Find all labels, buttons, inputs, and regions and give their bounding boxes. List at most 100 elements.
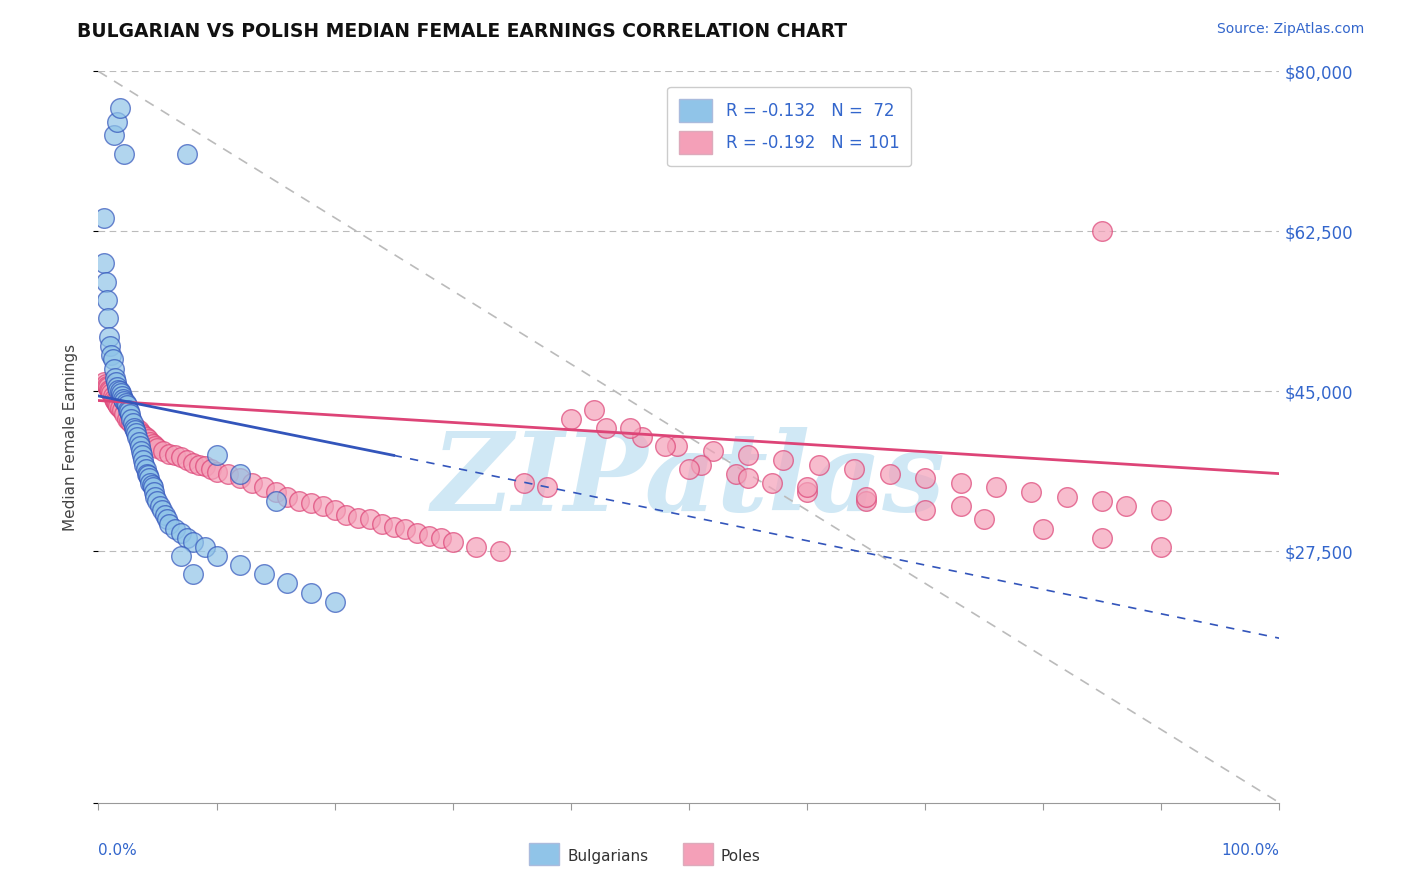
Point — [142, 484, 165, 499]
Point — [1150, 540, 1173, 554]
Point — [914, 503, 936, 517]
Point — [142, 437, 165, 451]
Point — [153, 508, 176, 522]
Point — [984, 480, 1007, 494]
Point — [98, 329, 121, 343]
Point — [796, 480, 818, 494]
Point — [205, 448, 228, 462]
Point — [689, 458, 711, 472]
Point — [96, 379, 118, 393]
Point — [855, 494, 877, 508]
Point — [101, 389, 124, 403]
Point — [312, 499, 335, 513]
Point — [264, 494, 287, 508]
Point — [176, 146, 198, 161]
Point — [1032, 521, 1054, 535]
Point — [737, 471, 759, 485]
Point — [94, 275, 117, 289]
Point — [170, 450, 193, 465]
Y-axis label: Median Female Earnings: Median Female Earnings — [63, 343, 77, 531]
Point — [1150, 503, 1173, 517]
Point — [139, 475, 162, 490]
Point — [630, 430, 652, 444]
Point — [973, 512, 995, 526]
Point — [103, 128, 125, 143]
Point — [382, 519, 405, 533]
Point — [98, 338, 121, 352]
Point — [114, 396, 136, 410]
Point — [105, 375, 128, 389]
Point — [299, 585, 322, 599]
Point — [1115, 499, 1137, 513]
Point — [146, 494, 169, 508]
Point — [157, 446, 180, 460]
Point — [276, 576, 298, 591]
Point — [120, 407, 142, 421]
Point — [335, 508, 357, 522]
Point — [465, 540, 488, 554]
Text: Bulgarians: Bulgarians — [567, 848, 648, 863]
Point — [1021, 484, 1043, 499]
Point — [725, 467, 748, 481]
Point — [181, 535, 204, 549]
Text: 0.0%: 0.0% — [98, 843, 138, 858]
Point — [118, 414, 141, 428]
Point — [583, 402, 606, 417]
Point — [536, 480, 558, 494]
Point — [512, 475, 534, 490]
Point — [128, 423, 150, 437]
Point — [1091, 494, 1114, 508]
Point — [139, 434, 162, 449]
Point — [187, 458, 209, 472]
Point — [121, 417, 143, 431]
Point — [132, 428, 155, 442]
Point — [97, 311, 120, 326]
Point — [115, 398, 138, 412]
Point — [253, 567, 276, 582]
Point — [146, 441, 169, 455]
Point — [128, 434, 150, 449]
Text: Source: ZipAtlas.com: Source: ZipAtlas.com — [1216, 22, 1364, 37]
Point — [1056, 490, 1078, 504]
Point — [108, 401, 131, 415]
Point — [430, 531, 453, 545]
Point — [94, 377, 117, 392]
Point — [112, 146, 135, 161]
Point — [595, 421, 617, 435]
Point — [98, 383, 121, 397]
Point — [142, 480, 165, 494]
Point — [93, 375, 115, 389]
Point — [105, 395, 128, 409]
Point — [288, 494, 311, 508]
Point — [125, 421, 148, 435]
Point — [127, 430, 149, 444]
Point — [122, 419, 145, 434]
Point — [112, 392, 135, 406]
Point — [121, 417, 143, 431]
Point — [141, 477, 163, 491]
Point — [136, 432, 159, 446]
Point — [125, 425, 148, 440]
Point — [1091, 224, 1114, 238]
Point — [111, 389, 134, 403]
Point — [844, 462, 866, 476]
Point — [489, 544, 512, 558]
Point — [135, 462, 157, 476]
Point — [101, 352, 124, 367]
Point — [152, 443, 174, 458]
Point — [1091, 531, 1114, 545]
Point — [217, 467, 239, 481]
Point — [879, 467, 901, 481]
Point — [418, 529, 440, 543]
Point — [394, 521, 416, 535]
Point — [112, 393, 135, 408]
Point — [107, 399, 129, 413]
Point — [129, 425, 152, 440]
Point — [914, 471, 936, 485]
Point — [194, 540, 217, 554]
Text: Poles: Poles — [721, 848, 761, 863]
Point — [131, 448, 153, 462]
Point — [112, 407, 135, 421]
Point — [323, 503, 346, 517]
Bar — [530, 843, 560, 865]
